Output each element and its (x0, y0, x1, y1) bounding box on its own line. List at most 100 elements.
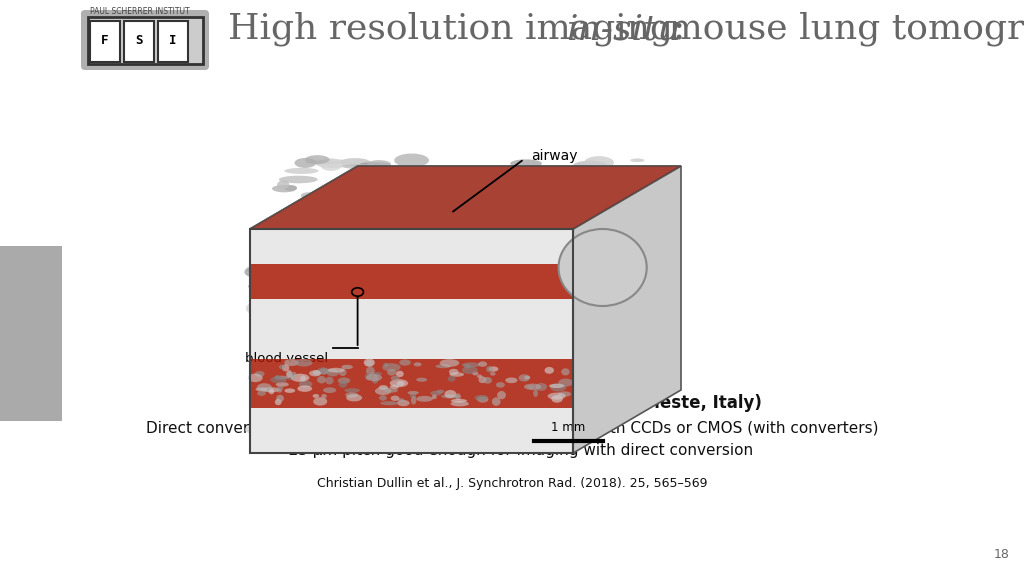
Ellipse shape (548, 393, 565, 400)
Ellipse shape (323, 300, 336, 311)
Ellipse shape (439, 359, 460, 367)
Ellipse shape (293, 382, 317, 388)
Ellipse shape (287, 338, 300, 342)
Ellipse shape (404, 289, 419, 300)
Ellipse shape (483, 172, 515, 182)
Ellipse shape (375, 387, 391, 395)
Ellipse shape (536, 383, 547, 391)
Ellipse shape (270, 377, 287, 383)
Ellipse shape (551, 298, 557, 305)
Ellipse shape (408, 343, 429, 356)
Ellipse shape (338, 377, 350, 384)
Ellipse shape (446, 377, 468, 386)
Ellipse shape (596, 205, 610, 217)
Ellipse shape (346, 204, 371, 210)
Ellipse shape (372, 375, 379, 384)
Ellipse shape (342, 164, 371, 169)
Ellipse shape (356, 338, 383, 350)
Ellipse shape (536, 299, 561, 310)
Ellipse shape (396, 371, 403, 377)
Ellipse shape (416, 378, 427, 382)
Ellipse shape (274, 318, 280, 326)
Ellipse shape (496, 366, 513, 377)
Ellipse shape (455, 390, 465, 394)
Ellipse shape (322, 270, 337, 279)
Polygon shape (250, 264, 573, 299)
Ellipse shape (511, 399, 536, 409)
Ellipse shape (512, 170, 536, 175)
Ellipse shape (506, 384, 526, 395)
Ellipse shape (248, 374, 263, 382)
Ellipse shape (268, 389, 274, 395)
Ellipse shape (376, 349, 386, 361)
Ellipse shape (472, 260, 484, 274)
Ellipse shape (313, 397, 328, 406)
Ellipse shape (305, 160, 341, 164)
Ellipse shape (272, 399, 288, 408)
Ellipse shape (284, 263, 294, 275)
Ellipse shape (478, 361, 487, 367)
Ellipse shape (520, 417, 534, 426)
Ellipse shape (453, 287, 479, 300)
Ellipse shape (272, 185, 297, 192)
Ellipse shape (550, 338, 565, 351)
Ellipse shape (294, 285, 316, 295)
Ellipse shape (366, 360, 373, 366)
Ellipse shape (341, 365, 353, 369)
Ellipse shape (257, 383, 272, 392)
Ellipse shape (274, 245, 288, 249)
Ellipse shape (505, 377, 517, 383)
Ellipse shape (352, 430, 364, 444)
Ellipse shape (269, 321, 279, 330)
Text: S: S (135, 35, 142, 47)
Ellipse shape (483, 377, 492, 384)
Ellipse shape (528, 385, 534, 389)
Ellipse shape (505, 340, 523, 344)
Ellipse shape (400, 373, 408, 386)
Ellipse shape (480, 429, 501, 443)
Ellipse shape (414, 362, 422, 366)
Ellipse shape (451, 399, 467, 403)
Ellipse shape (298, 443, 314, 450)
Ellipse shape (285, 388, 295, 393)
Ellipse shape (492, 245, 504, 253)
Ellipse shape (391, 384, 402, 393)
Ellipse shape (297, 431, 316, 442)
Ellipse shape (400, 416, 414, 423)
Ellipse shape (245, 267, 266, 278)
Ellipse shape (339, 158, 371, 166)
Ellipse shape (355, 175, 372, 182)
Ellipse shape (464, 203, 476, 207)
Ellipse shape (503, 260, 523, 266)
Ellipse shape (284, 365, 293, 373)
Ellipse shape (346, 259, 358, 271)
Polygon shape (573, 166, 681, 453)
Ellipse shape (410, 393, 417, 398)
Ellipse shape (313, 440, 321, 450)
Ellipse shape (436, 320, 446, 329)
Ellipse shape (532, 396, 548, 410)
Ellipse shape (299, 381, 312, 388)
Ellipse shape (333, 374, 352, 386)
Ellipse shape (285, 168, 318, 174)
Ellipse shape (393, 274, 415, 279)
Ellipse shape (475, 395, 488, 401)
Ellipse shape (504, 173, 531, 183)
Ellipse shape (421, 213, 458, 217)
Ellipse shape (315, 234, 341, 247)
Ellipse shape (461, 273, 474, 277)
Ellipse shape (447, 376, 456, 382)
Ellipse shape (639, 213, 653, 217)
Ellipse shape (585, 196, 602, 205)
Ellipse shape (406, 244, 419, 255)
Ellipse shape (384, 388, 398, 393)
Ellipse shape (502, 376, 508, 385)
Ellipse shape (339, 381, 347, 388)
Ellipse shape (523, 350, 541, 363)
Ellipse shape (522, 280, 536, 287)
Ellipse shape (390, 226, 402, 239)
Ellipse shape (291, 444, 299, 449)
Ellipse shape (607, 175, 618, 188)
Ellipse shape (456, 411, 462, 420)
Ellipse shape (322, 394, 327, 399)
